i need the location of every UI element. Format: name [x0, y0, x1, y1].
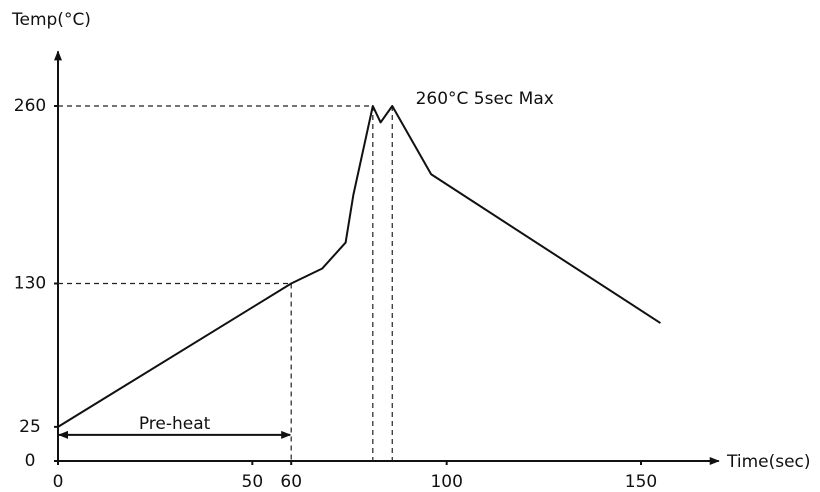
line-series — [57, 105, 661, 428]
x-axis-label: Time(sec) — [726, 452, 811, 472]
x-tick-label: 0 — [53, 472, 64, 492]
x-tick-label: 50 — [242, 472, 264, 492]
preheat-label: Pre-heat — [139, 414, 211, 434]
x-tick-label: 60 — [280, 472, 302, 492]
annotation: 260°C 5sec Max — [416, 89, 554, 109]
x-tick-label: 150 — [625, 472, 657, 492]
y-tick-label: 0 — [25, 451, 36, 471]
y-axis-label: Temp(°C) — [11, 10, 91, 30]
y-tick-label: 130 — [14, 274, 46, 294]
y-tick-label: 25 — [19, 417, 41, 437]
x-tick-label: 100 — [430, 472, 462, 492]
y-tick-label: 260 — [14, 96, 46, 116]
